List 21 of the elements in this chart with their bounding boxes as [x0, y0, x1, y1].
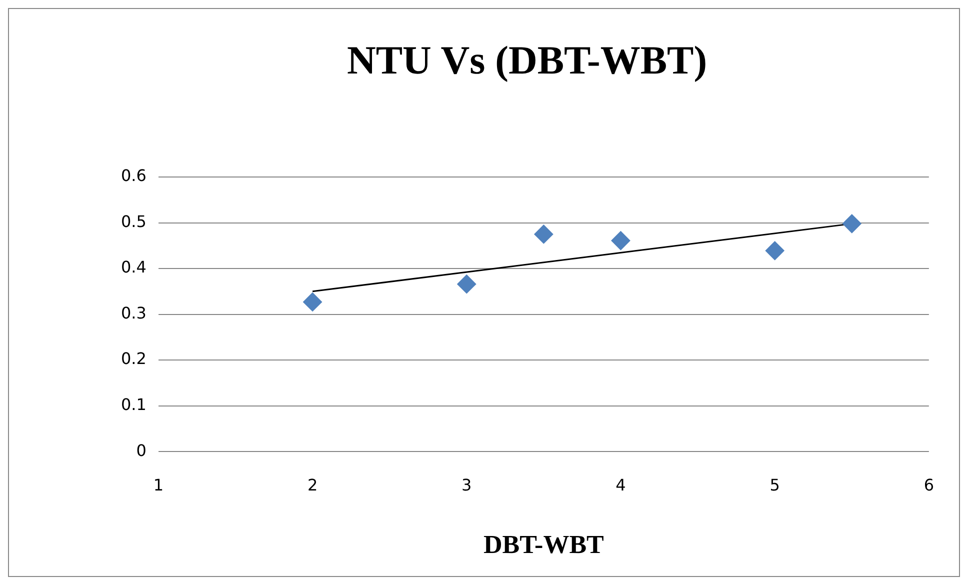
x-tick-label: 4: [616, 475, 626, 494]
point: [534, 224, 554, 244]
y-tick-label: 0.5: [120, 212, 146, 231]
x-tick-label: 6: [924, 475, 934, 494]
y-tick-label: 0.6: [120, 166, 146, 186]
x-axis-title: DBT-WBT: [483, 530, 604, 560]
y-tick-label: 0.2: [120, 349, 146, 368]
x-tick-label: 1: [153, 475, 164, 494]
y-tick-label: 0: [136, 440, 146, 460]
point: [457, 274, 476, 294]
x-tick-label: 3: [462, 475, 472, 494]
x-tick-label: 5: [770, 475, 780, 494]
y-tick-label: 0.1: [120, 394, 146, 414]
point: [303, 292, 322, 312]
point: [765, 241, 784, 260]
x-tick-label: 2: [307, 475, 318, 494]
chart-title: NTU Vs (DBT-WBT): [346, 37, 708, 82]
y-tick-label: 0.3: [120, 303, 146, 322]
point: [842, 214, 862, 234]
point: [611, 231, 630, 250]
y-tick-label: 0.4: [120, 258, 146, 277]
